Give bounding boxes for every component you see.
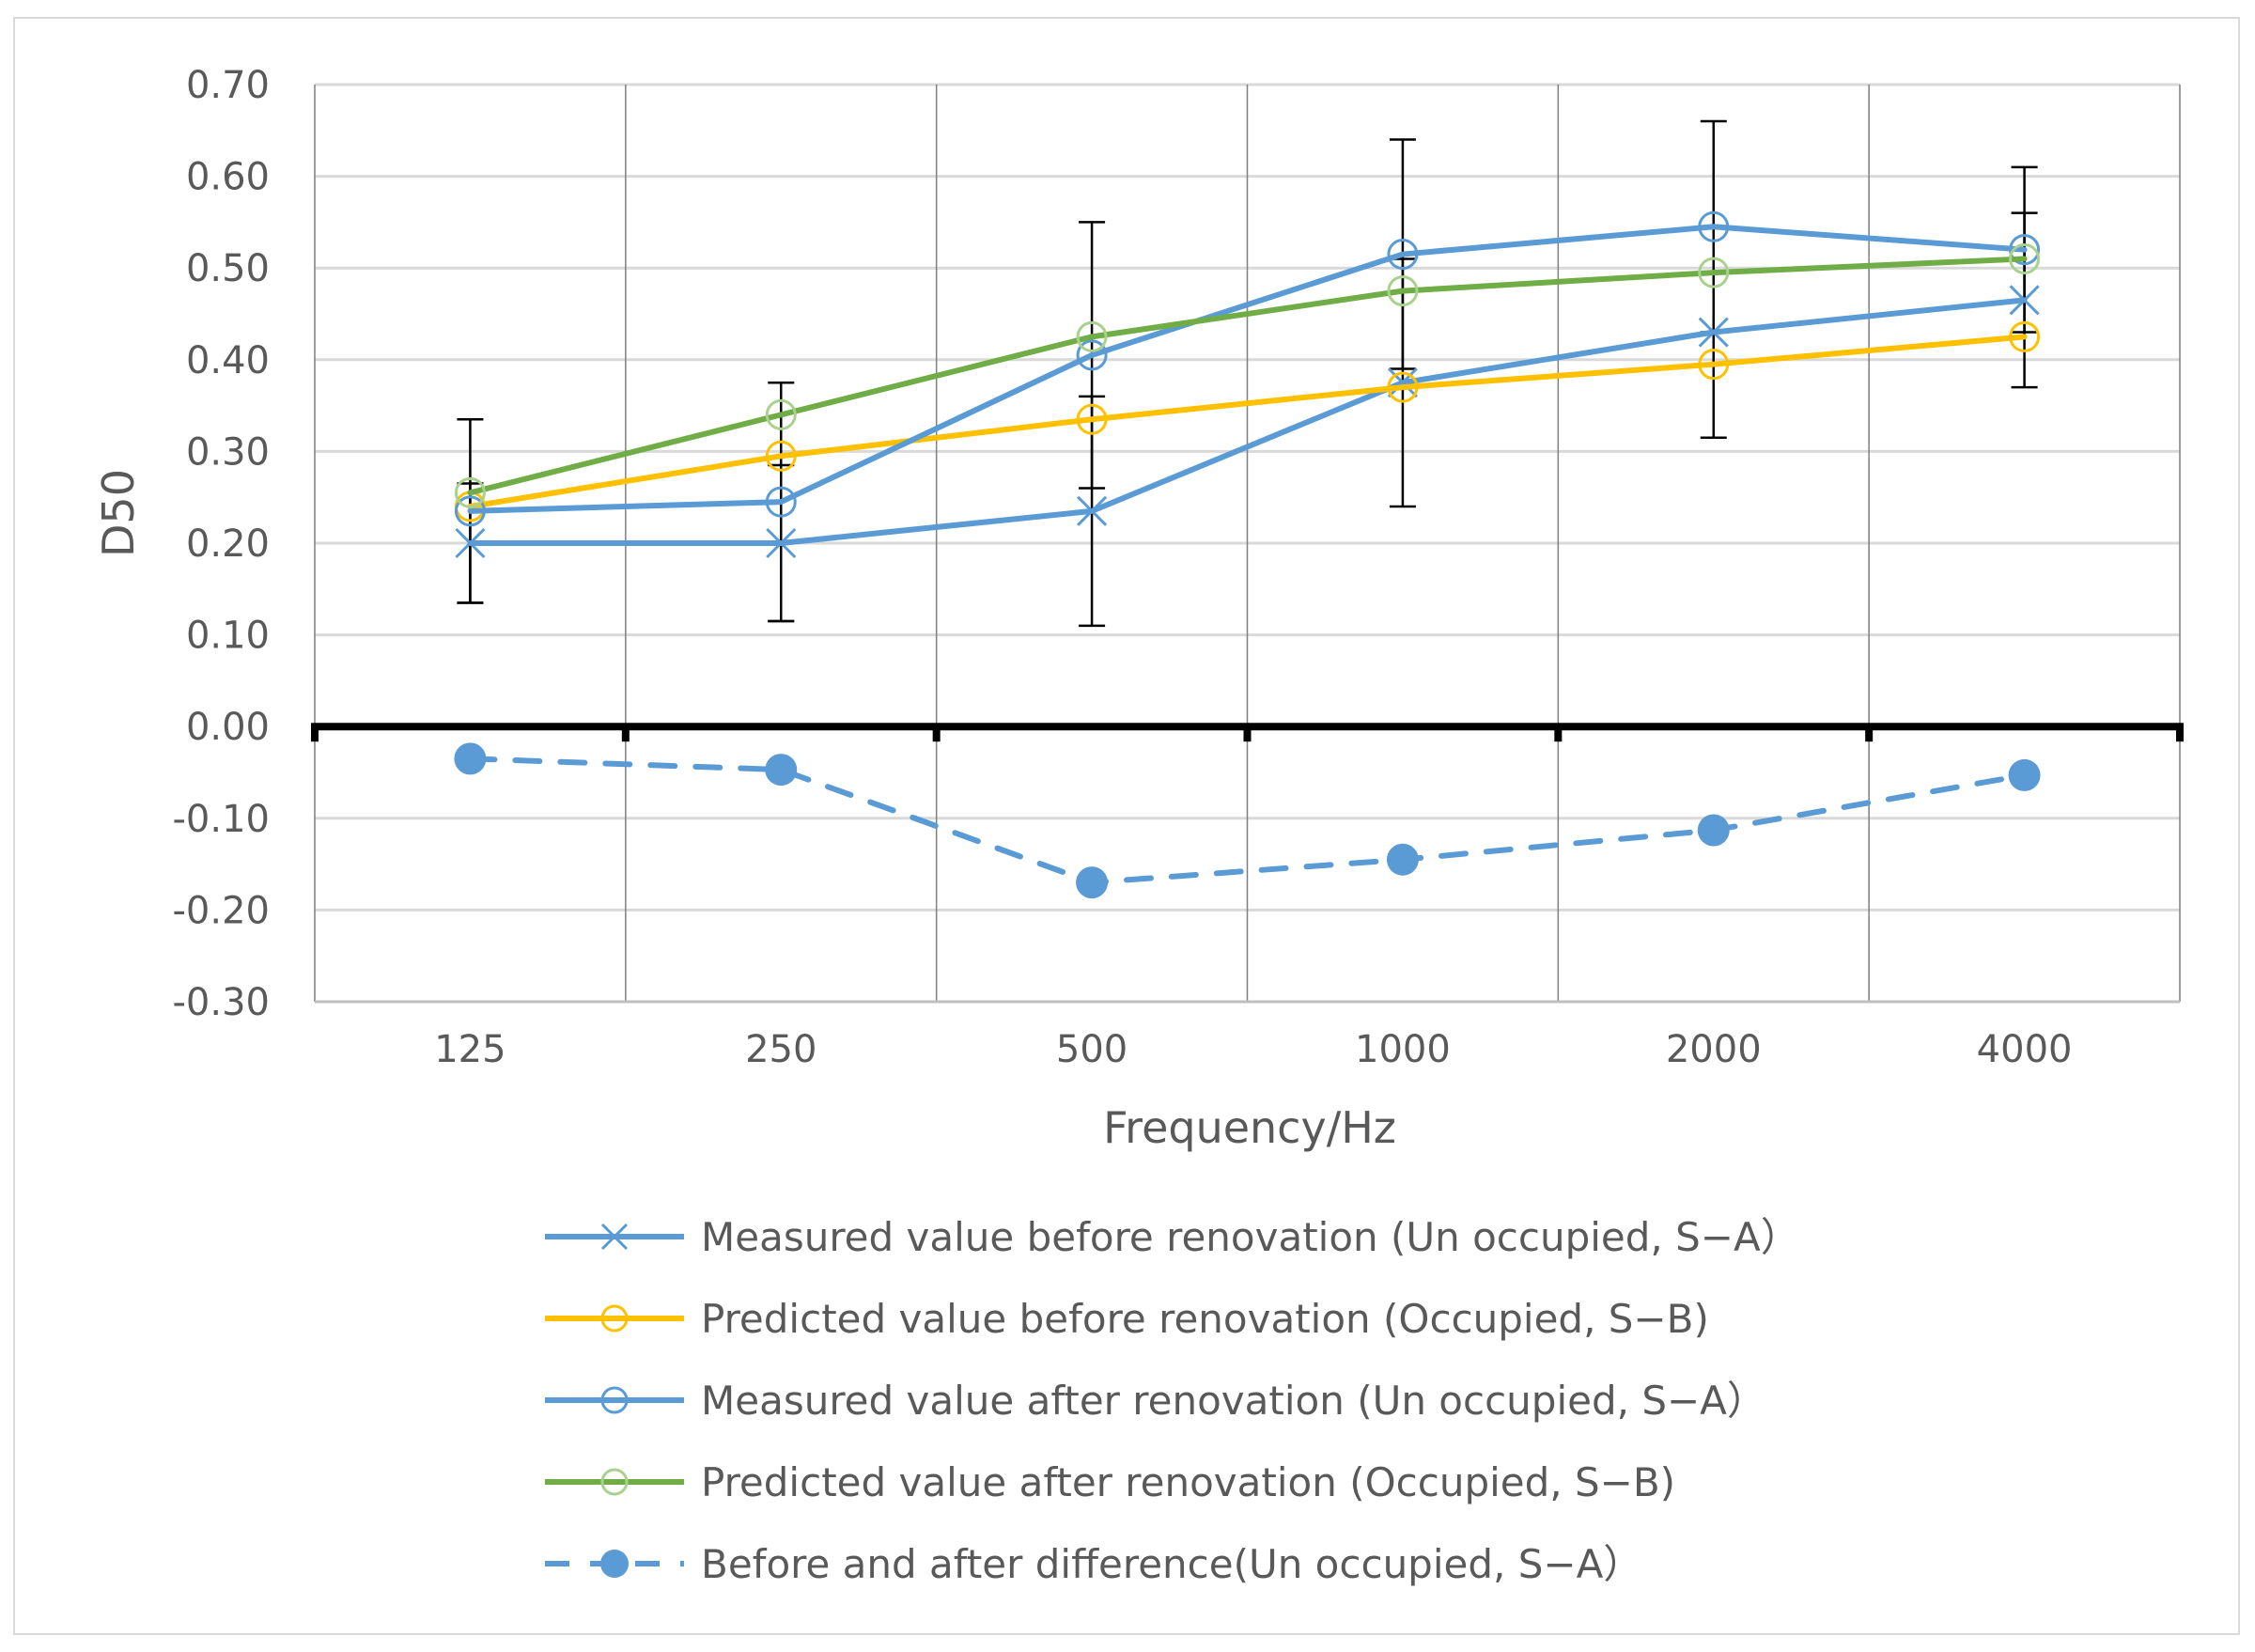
series-5 bbox=[454, 742, 2041, 899]
data-point bbox=[765, 440, 797, 472]
legend-label: Predicted value before renovation (Occup… bbox=[701, 1296, 1709, 1342]
y-tick-label: 0.40 bbox=[186, 339, 270, 382]
data-point bbox=[1076, 403, 1108, 435]
x-tick-label: 125 bbox=[434, 1028, 505, 1071]
data-point bbox=[1698, 317, 1729, 348]
data-point bbox=[454, 476, 486, 508]
y-tick-label: 0.00 bbox=[186, 706, 270, 749]
data-point bbox=[2009, 320, 2041, 352]
legend-marker bbox=[600, 1550, 629, 1578]
data-point bbox=[2009, 285, 2040, 316]
tick-labels: 0.70 0.60 0.50 0.40 0.30 0.20 0.10 0.00 -0.10 -0.… bbox=[173, 64, 2073, 1071]
data-point bbox=[454, 742, 487, 775]
data-point bbox=[766, 527, 797, 559]
data-point bbox=[1387, 275, 1419, 307]
series-line bbox=[467, 256, 2028, 496]
legend-label: Before and after difference(Un occupied,… bbox=[701, 1541, 1642, 1587]
x-tick-label: 4000 bbox=[1977, 1028, 2073, 1071]
data-point bbox=[1076, 320, 1108, 352]
y-tick-label: 0.60 bbox=[186, 156, 270, 199]
data-point bbox=[765, 398, 797, 430]
x-tick-label: 1000 bbox=[1355, 1028, 1451, 1071]
y-tick-label: 0.30 bbox=[186, 430, 270, 474]
y-tick-label: -0.30 bbox=[173, 981, 271, 1024]
legend-entry: Predicted value before renovation (Occup… bbox=[545, 1296, 1709, 1342]
axes bbox=[311, 723, 2184, 742]
data-point bbox=[1387, 371, 1419, 403]
data-point bbox=[1697, 814, 1730, 847]
data-point bbox=[455, 527, 486, 559]
data-point bbox=[1077, 495, 1108, 526]
data-point bbox=[454, 495, 486, 527]
series-line bbox=[467, 334, 2028, 509]
series-3 bbox=[454, 210, 2041, 527]
legend-entry: Before and after difference(Un occupied,… bbox=[545, 1541, 1642, 1587]
legend-entry: Predicted value after renovation (Occupi… bbox=[545, 1459, 1675, 1505]
legend-label: Predicted value after renovation (Occupi… bbox=[701, 1459, 1675, 1505]
data-point bbox=[1698, 349, 1730, 381]
y-tick-label: -0.10 bbox=[173, 798, 271, 841]
y-tick-label: 0.20 bbox=[186, 522, 270, 566]
y-axis-title: D50 bbox=[93, 469, 144, 557]
legend-marker bbox=[600, 1223, 629, 1251]
data-point bbox=[1698, 210, 1730, 242]
y-tick-label: -0.20 bbox=[173, 889, 271, 932]
data-point bbox=[2008, 758, 2041, 791]
legend: Measured value before renovation (Un occ… bbox=[545, 1214, 1800, 1587]
x-tick-label: 250 bbox=[745, 1028, 816, 1071]
x-tick-label: 500 bbox=[1056, 1028, 1128, 1071]
legend-marker bbox=[600, 1304, 629, 1333]
legend-marker bbox=[600, 1468, 629, 1496]
data-point bbox=[1076, 866, 1109, 899]
legend-marker bbox=[600, 1386, 629, 1414]
y-tick-label: 0.50 bbox=[186, 247, 270, 290]
data-point bbox=[765, 486, 797, 518]
legend-label: Measured value before renovation (Un occ… bbox=[701, 1214, 1800, 1260]
data-point bbox=[2009, 242, 2041, 274]
series-line bbox=[467, 756, 2028, 886]
data-point bbox=[1387, 367, 1418, 398]
y-tick-label: 0.70 bbox=[186, 64, 270, 107]
data-point bbox=[1386, 843, 1419, 876]
series-4 bbox=[454, 242, 2041, 508]
data-point bbox=[1698, 257, 1730, 288]
data-point bbox=[2009, 234, 2041, 266]
series-2 bbox=[454, 320, 2041, 522]
data-point bbox=[1387, 239, 1419, 271]
legend-entry: Measured value after renovation (Un occu… bbox=[545, 1378, 1766, 1424]
series bbox=[454, 210, 2041, 899]
data-point bbox=[765, 754, 798, 787]
grid bbox=[314, 83, 2181, 1004]
data-point bbox=[1076, 339, 1108, 371]
x-tick-label: 2000 bbox=[1666, 1028, 1762, 1071]
y-tick-label: 0.10 bbox=[186, 615, 270, 658]
legend-entry: Measured value before renovation (Un occ… bbox=[545, 1214, 1800, 1260]
x-axis-title: Frequency/Hz bbox=[1103, 1102, 1396, 1153]
series-1 bbox=[455, 285, 2040, 559]
legend-label: Measured value after renovation (Un occu… bbox=[701, 1378, 1766, 1424]
series-line bbox=[467, 224, 2028, 514]
series-line bbox=[467, 297, 2028, 546]
